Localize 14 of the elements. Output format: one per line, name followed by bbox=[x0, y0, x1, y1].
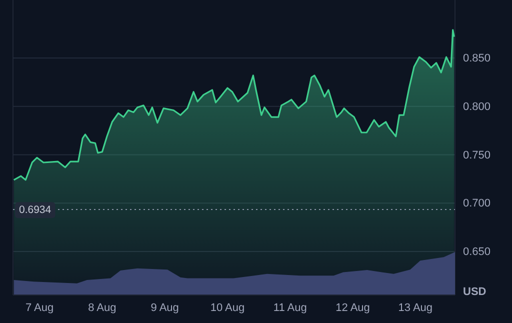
y-tick-label: 0.750 bbox=[463, 149, 491, 162]
x-tick-label: 10 Aug bbox=[210, 302, 245, 314]
y-axis-title: USD bbox=[463, 286, 486, 298]
x-tick-label: 7 Aug bbox=[25, 302, 54, 314]
x-tick-label: 8 Aug bbox=[88, 302, 116, 314]
y-tick-label: 0.650 bbox=[463, 246, 491, 258]
x-tick-label: 9 Aug bbox=[150, 302, 179, 314]
x-tick-label: 13 Aug bbox=[398, 302, 433, 314]
x-tick-label: 11 Aug bbox=[273, 302, 307, 314]
y-tick-label: 0.850 bbox=[463, 52, 491, 65]
ref-line-label: 0.6934 bbox=[19, 204, 52, 216]
y-tick-label: 0.700 bbox=[463, 198, 491, 210]
x-tick-label: 12 Aug bbox=[336, 302, 370, 314]
y-tick-label: 0.800 bbox=[463, 100, 491, 113]
